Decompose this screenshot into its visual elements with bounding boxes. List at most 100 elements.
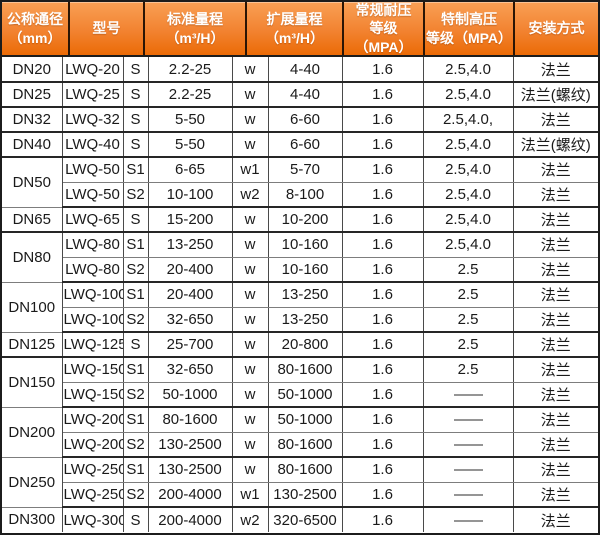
cell-extended-range: 5-70: [268, 157, 343, 183]
cell-pressure-rating: 1.6: [342, 257, 424, 283]
cell-extended-code: w2: [232, 507, 269, 532]
cell-standard-range: 2.2-25: [148, 82, 233, 108]
cell-pressure-rating: 1.6: [342, 132, 424, 158]
table-body: DN20 LWQ-20 S 2.2-25 w 4-40 1.6 2.5,4.0 法兰 DN25 LW…: [2, 57, 598, 532]
cell-standard-range: 50-1000: [148, 382, 233, 408]
cell-standard-code: S: [123, 207, 149, 233]
header-standard-pressure-rating: 常规耐压 等级（MPA）: [342, 2, 423, 55]
cell-model: LWQ-125: [62, 332, 124, 358]
table-row: DN250 LWQ-250 S1 130-2500 w 80-1600 1.6 —— 法兰: [2, 457, 598, 508]
cell-standard-range: 130-2500: [148, 432, 233, 458]
cell-standard-range: 5-50: [148, 107, 233, 133]
cell-pressure-rating: 1.6: [342, 507, 424, 532]
cell-extended-range: 20-800: [268, 332, 343, 358]
cell-extended-range: 80-1600: [268, 357, 343, 383]
cell-model: LWQ-200: [62, 407, 124, 433]
cell-extended-code: w: [232, 457, 269, 483]
cell-pressure-rating: 1.6: [342, 482, 424, 508]
cell-extended-code: w: [232, 407, 269, 433]
table-row: LWQ-250 S2 200-4000 w1 130-2500 1.6 —— 法兰: [2, 482, 598, 508]
cell-extended-range: 13-250: [268, 282, 343, 308]
cell-extended-code: w: [232, 332, 269, 358]
cell-high-pressure-rating: 2.5: [423, 282, 514, 308]
table-row: LWQ-200 S2 130-2500 w 80-1600 1.6 —— 法兰: [2, 432, 598, 458]
cell-extended-code: w1: [232, 482, 269, 508]
table-row: LWQ-50 S2 10-100 w2 8-100 1.6 2.5,4.0 法兰: [2, 182, 598, 208]
cell-standard-code: S: [123, 107, 149, 133]
cell-standard-code: S1: [123, 232, 149, 258]
table-row: DN40 LWQ-40 S 5-50 w 6-60 1.6 2.5,4.0 法兰(螺纹): [2, 132, 598, 158]
cell-model: LWQ-25: [62, 82, 124, 108]
cell-standard-code: S: [123, 507, 149, 532]
cell-model: LWQ-80: [62, 257, 124, 283]
cell-nominal-diameter: DN50: [2, 157, 63, 208]
table-row: DN300 LWQ-300 S 200-4000 w2 320-6500 1.6 —— 法兰: [2, 507, 598, 532]
cell-high-pressure-rating: ——: [423, 507, 514, 532]
cell-standard-code: S: [123, 132, 149, 158]
cell-standard-code: S1: [123, 407, 149, 433]
cell-standard-range: 6-65: [148, 157, 233, 183]
cell-nominal-diameter: DN100: [2, 282, 63, 333]
cell-standard-range: 20-400: [148, 282, 233, 308]
cell-extended-code: w: [232, 382, 269, 408]
table-header-row: 公称通径 （mm） 型号 标准量程 （m³/H） 扩展量程 （m³/H） 常规耐…: [2, 2, 598, 57]
cell-high-pressure-rating: 2.5: [423, 332, 514, 358]
cell-high-pressure-rating: 2.5,4.0: [423, 57, 514, 83]
cell-model: LWQ-250: [62, 482, 124, 508]
cell-standard-range: 5-50: [148, 132, 233, 158]
cell-standard-code: S: [123, 57, 149, 83]
table-row: DN25 LWQ-25 S 2.2-25 w 4-40 1.6 2.5,4.0 法兰(螺纹): [2, 82, 598, 108]
cell-pressure-rating: 1.6: [342, 82, 424, 108]
cell-extended-range: 320-6500: [268, 507, 343, 532]
cell-extended-code: w: [232, 307, 269, 333]
cell-installation: 法兰(螺纹): [513, 132, 598, 158]
cell-extended-range: 80-1600: [268, 457, 343, 483]
table-row: DN150 LWQ-150 S1 32-650 w 80-1600 1.6 2.5 法兰: [2, 357, 598, 408]
table-row: DN65 LWQ-65 S 15-200 w 10-200 1.6 2.5,4.0 法兰: [2, 207, 598, 233]
cell-extended-range: 4-40: [268, 57, 343, 83]
table-row: DN80 LWQ-80 S1 13-250 w 10-160 1.6 2.5,4.0 法兰: [2, 232, 598, 283]
cell-installation: 法兰: [513, 357, 598, 383]
cell-standard-code: S: [123, 332, 149, 358]
cell-nominal-diameter: DN20: [2, 57, 63, 83]
cell-high-pressure-rating: 2.5: [423, 357, 514, 383]
cell-pressure-rating: 1.6: [342, 457, 424, 483]
cell-standard-range: 13-250: [148, 232, 233, 258]
cell-standard-code: S: [123, 82, 149, 108]
cell-installation: 法兰(螺纹): [513, 82, 598, 108]
cell-extended-code: w: [232, 257, 269, 283]
cell-high-pressure-rating: ——: [423, 457, 514, 483]
cell-standard-range: 25-700: [148, 332, 233, 358]
cell-extended-code: w: [232, 57, 269, 83]
cell-extended-range: 13-250: [268, 307, 343, 333]
cell-standard-code: S2: [123, 307, 149, 333]
cell-installation: 法兰: [513, 232, 598, 258]
cell-pressure-rating: 1.6: [342, 382, 424, 408]
cell-extended-range: 10-200: [268, 207, 343, 233]
cell-standard-code: S2: [123, 182, 149, 208]
cell-model: LWQ-100: [62, 282, 124, 308]
header-standard-range: 标准量程 （m³/H）: [143, 2, 245, 55]
cell-model: LWQ-100: [62, 307, 124, 333]
cell-model: LWQ-250: [62, 457, 124, 483]
table-row: DN20 LWQ-20 S 2.2-25 w 4-40 1.6 2.5,4.0 法兰: [2, 57, 598, 83]
cell-installation: 法兰: [540, 512, 571, 530]
cell-nominal-diameter: DN25: [2, 82, 63, 108]
cell-high-pressure-rating: 2.5,4.0,: [423, 107, 514, 133]
cell-pressure-rating: 1.6: [342, 157, 424, 183]
cell-pressure-rating: 1.6: [342, 182, 424, 208]
cell-model: LWQ-150: [62, 382, 124, 408]
cell-extended-code: w: [232, 207, 269, 233]
cell-nominal-diameter: DN125: [2, 332, 63, 358]
cell-extended-range: 130-2500: [268, 482, 343, 508]
cell-extended-code: w: [232, 432, 269, 458]
cell-standard-range: 2.2-25: [148, 57, 233, 83]
cell-extended-range: 50-1000: [268, 407, 343, 433]
cell-standard-code: S2: [123, 432, 149, 458]
cell-extended-range: 6-60: [268, 107, 343, 133]
cell-model: LWQ-40: [62, 132, 124, 158]
header-extended-range: 扩展量程 （m³/H）: [245, 2, 342, 55]
cell-nominal-diameter: DN200: [2, 407, 63, 458]
cell-pressure-rating: 1.6: [342, 357, 424, 383]
